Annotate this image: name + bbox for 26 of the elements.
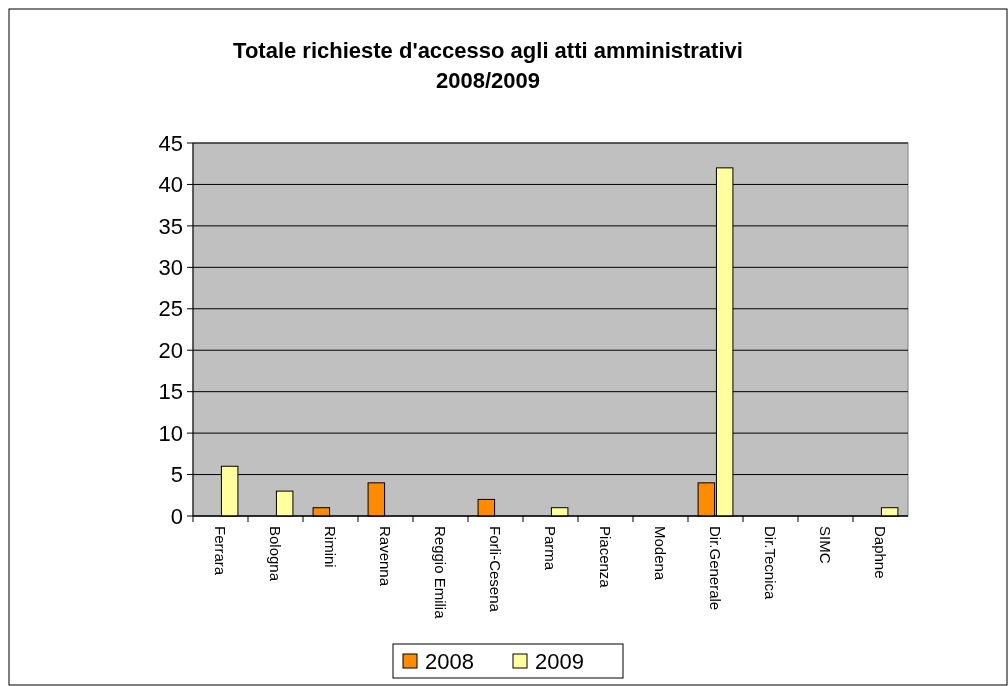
y-tick-label: 5 xyxy=(170,462,183,488)
y-tick-label: 10 xyxy=(158,420,183,446)
y-tick-label: 25 xyxy=(158,296,183,322)
x-tick-label: Bologna xyxy=(267,526,285,582)
y-tick-label: 45 xyxy=(158,130,183,156)
x-tick-label: Piacenza xyxy=(597,526,615,589)
x-tick-label: Rimini xyxy=(322,526,340,568)
x-tick-label: SIMC xyxy=(817,526,835,564)
y-tick-label: 40 xyxy=(158,172,183,198)
x-tick-label: Forli-Cesena xyxy=(487,526,505,613)
chart-title: Totale richieste d'accesso agli atti amministrativi 2008/2009 xyxy=(233,38,743,93)
x-tick-label: Dir.Generale xyxy=(707,526,725,611)
y-tick-label: 20 xyxy=(158,337,183,363)
x-tick-label: Dir.Tecnica xyxy=(762,526,780,601)
x-tick-label: Parma xyxy=(542,526,560,571)
x-tick-label: Daphne xyxy=(872,526,890,579)
y-tick-label: 30 xyxy=(158,255,183,281)
y-tick-label: 35 xyxy=(158,213,183,239)
x-tick-label: Ravenna xyxy=(377,526,395,587)
x-tick-label: Ferrara xyxy=(212,526,230,576)
y-tick-label: 15 xyxy=(158,379,183,405)
y-tick-label: 0 xyxy=(170,503,183,529)
x-tick-label: Reggio Emilia xyxy=(432,526,450,620)
legend-label: 2008 xyxy=(425,648,474,674)
legend-label: 2009 xyxy=(535,648,584,674)
x-tick-label: Modena xyxy=(652,526,670,581)
